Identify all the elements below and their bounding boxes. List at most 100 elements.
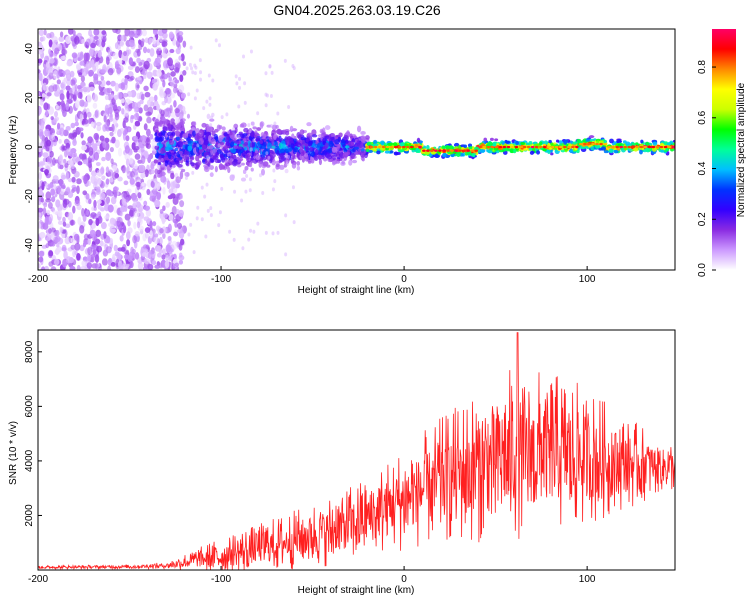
- heatmap-cell: [528, 141, 533, 145]
- heatmap-cell: [50, 116, 54, 121]
- heatmap-cell: [494, 145, 499, 149]
- heatmap-cell: [65, 171, 69, 180]
- heatmap-cell: [307, 160, 312, 164]
- heatmap-cell: [64, 163, 69, 168]
- heatmap-cell: [195, 216, 199, 221]
- heatmap-cell: [87, 246, 93, 255]
- heatmap-cell: [350, 152, 355, 159]
- heatmap-cell: [96, 125, 102, 132]
- heatmap-cell: [271, 187, 275, 192]
- heatmap-cell: [242, 54, 246, 59]
- heatmap-cell: [93, 181, 98, 190]
- heatmap-cell: [446, 149, 450, 152]
- heatmap-cell: [79, 52, 84, 61]
- heatmap-cell: [287, 104, 291, 109]
- heatmap-cell: [232, 127, 236, 132]
- heatmap-cell: [118, 223, 123, 232]
- heatmap-cell: [249, 162, 253, 168]
- heatmap-cell: [211, 78, 215, 83]
- heatmap-cell: [252, 126, 257, 130]
- heatmap-cell: [284, 252, 288, 257]
- heatmap-cell: [123, 180, 129, 186]
- heatmap-cell: [49, 150, 54, 158]
- heatmap-x-label: Height of straight line (km): [298, 285, 415, 296]
- x-tick-label: 100: [579, 574, 596, 585]
- heatmap-cell: [262, 141, 267, 147]
- heatmap-cell: [67, 177, 73, 183]
- heatmap-cell: [87, 237, 91, 245]
- heatmap-cell: [93, 132, 100, 141]
- heatmap-cell: [71, 52, 78, 59]
- heatmap-cell: [217, 143, 221, 148]
- heatmap-cell: [193, 96, 197, 101]
- heatmap-cell: [156, 191, 162, 201]
- heatmap-cell: [667, 145, 672, 149]
- heatmap-cell: [295, 142, 302, 148]
- heatmap-cell: [125, 135, 130, 142]
- heatmap-cell: [93, 199, 97, 208]
- heatmap-cell: [83, 111, 88, 121]
- heatmap-cell: [249, 147, 253, 152]
- heatmap-cell: [102, 140, 107, 149]
- heatmap-cell: [206, 208, 210, 213]
- heatmap-cell: [325, 135, 330, 140]
- heatmap-cell: [42, 82, 48, 91]
- heatmap-cell: [182, 69, 187, 76]
- heatmap-cell: [96, 169, 103, 177]
- heatmap-cell: [160, 109, 165, 117]
- heatmap-cell: [50, 196, 56, 203]
- heatmap-cell: [283, 58, 287, 63]
- heatmap-cell: [153, 94, 158, 102]
- heatmap-cell: [167, 123, 172, 129]
- heatmap-cell: [539, 141, 543, 146]
- heatmap-cell: [87, 253, 91, 262]
- heatmap-cell: [132, 235, 137, 244]
- heatmap-cell: [146, 116, 152, 124]
- heatmap-cell: [209, 172, 214, 178]
- heatmap-cell: [97, 177, 102, 185]
- snr-panel: -200 -100 0 100 2000 4000 6000 8000 Height of …: [8, 329, 676, 596]
- heatmap-cell: [259, 122, 264, 129]
- heatmap-cell: [226, 130, 230, 135]
- heatmap-cell: [81, 260, 87, 267]
- heatmap-cell: [152, 83, 158, 91]
- heatmap-cell: [76, 264, 81, 270]
- heatmap-cell: [110, 94, 114, 99]
- heatmap-cell: [271, 145, 276, 149]
- heatmap-cell: [80, 132, 84, 139]
- heatmap-cell: [639, 145, 644, 149]
- heatmap-cell: [220, 115, 224, 120]
- heatmap-cell: [218, 210, 222, 215]
- heatmap-cell: [542, 145, 547, 149]
- heatmap-cell: [41, 93, 46, 98]
- heatmap-cell: [232, 174, 236, 179]
- heatmap-cell: [241, 162, 245, 166]
- heatmap-cell: [244, 165, 249, 171]
- heatmap-cell: [100, 69, 106, 74]
- heatmap-cell: [256, 111, 260, 116]
- heatmap-cell: [116, 67, 122, 74]
- heatmap-cell: [254, 130, 258, 135]
- heatmap-cell: [76, 252, 81, 261]
- heatmap-cell: [651, 145, 656, 149]
- heatmap-cell: [60, 100, 65, 108]
- heatmap-cell: [56, 122, 61, 130]
- heatmap-cell: [170, 172, 175, 180]
- heatmap-cell: [152, 221, 157, 227]
- heatmap-cell: [96, 200, 102, 205]
- heatmap-cell: [149, 48, 155, 57]
- heatmap-cell: [117, 176, 123, 182]
- heatmap-cell: [190, 162, 195, 167]
- heatmap-cell: [623, 145, 628, 149]
- x-tick-label: 100: [579, 274, 596, 285]
- heatmap-cell: [487, 141, 493, 146]
- heatmap-cell: [43, 102, 49, 111]
- heatmap-cell: [179, 119, 184, 126]
- heatmap-cell: [63, 77, 67, 83]
- heatmap-cell: [165, 88, 172, 98]
- heatmap-cell: [504, 140, 511, 144]
- heatmap-cell: [147, 263, 154, 270]
- heatmap-cell: [81, 140, 86, 146]
- heatmap-cell: [409, 145, 414, 149]
- heatmap-cell: [156, 103, 160, 111]
